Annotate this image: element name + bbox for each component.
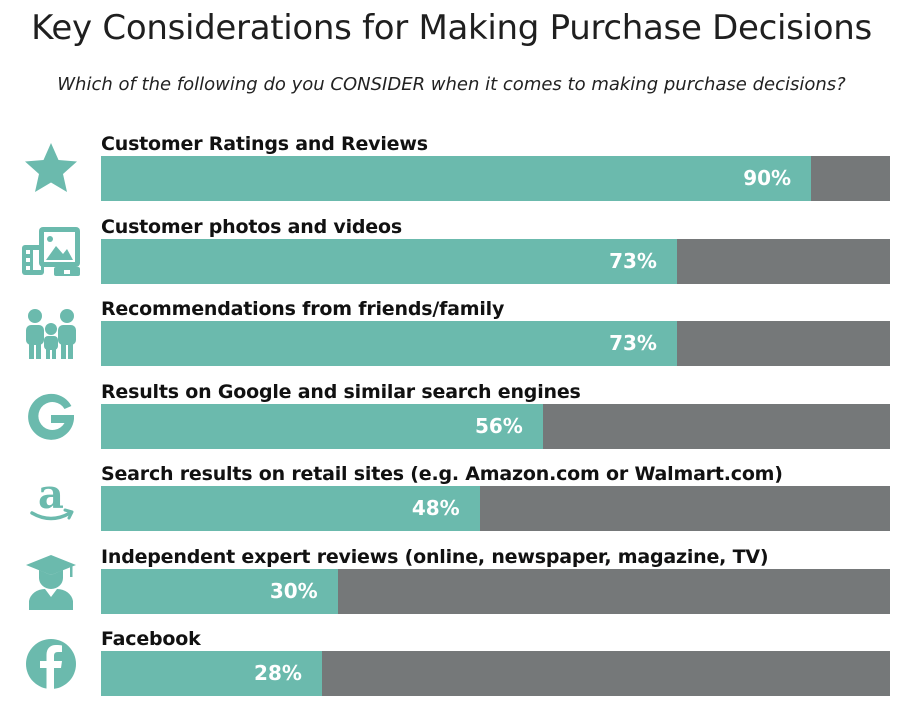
bar-label: Recommendations from friends/family: [101, 298, 505, 320]
bar-track: 28%: [101, 651, 890, 696]
bar-track: 73%: [101, 239, 890, 284]
bar-row: a Search results on retail sites (e.g. A…: [0, 463, 903, 550]
bar-row: Independent expert reviews (online, news…: [0, 546, 903, 633]
bar-value-label: 30%: [269, 579, 318, 603]
bar: 73%: [101, 239, 677, 284]
bar-label: Independent expert reviews (online, news…: [101, 546, 769, 568]
amazon-icon: a: [20, 468, 82, 530]
bar-track: 30%: [101, 569, 890, 614]
bar-track: 56%: [101, 404, 890, 449]
bar: 73%: [101, 321, 677, 366]
bar-row: Customer photos and videos 73%: [0, 216, 903, 303]
bar-track: 48%: [101, 486, 890, 531]
bar: 48%: [101, 486, 480, 531]
bar: 56%: [101, 404, 543, 449]
bar-track: 90%: [101, 156, 890, 201]
bar: 28%: [101, 651, 322, 696]
bar-label: Customer Ratings and Reviews: [101, 133, 428, 155]
bar-label: Search results on retail sites (e.g. Ama…: [101, 463, 783, 485]
star-icon: [20, 138, 82, 200]
chart-title: Key Considerations for Making Purchase D…: [31, 8, 872, 48]
bar-value-label: 48%: [411, 496, 460, 520]
bar: 30%: [101, 569, 338, 614]
photos-icon: [20, 221, 82, 283]
bar-row: Results on Google and similar search eng…: [0, 381, 903, 468]
family-icon: [20, 303, 82, 365]
facebook-icon: [20, 633, 82, 695]
bar: 90%: [101, 156, 812, 201]
bar-label: Facebook: [101, 628, 201, 650]
bar-value-label: 56%: [474, 414, 523, 438]
bar-row: Facebook 28%: [0, 628, 903, 715]
svg-text:a: a: [38, 471, 64, 518]
bar-label: Customer photos and videos: [101, 216, 402, 238]
bar-value-label: 90%: [743, 166, 792, 190]
chart-subtitle: Which of the following do you CONSIDER w…: [57, 74, 846, 95]
google-icon: [20, 386, 82, 448]
bar-value-label: 28%: [254, 661, 302, 685]
bar-track: 73%: [101, 321, 890, 366]
bar-label: Results on Google and similar search eng…: [101, 381, 581, 403]
expert-icon: [20, 551, 82, 613]
bar-row: Customer Ratings and Reviews 90%: [0, 133, 903, 220]
bar-value-label: 73%: [609, 249, 657, 273]
bar-value-label: 73%: [609, 331, 657, 355]
bar-row: Recommendations from friends/family 73%: [0, 298, 903, 385]
